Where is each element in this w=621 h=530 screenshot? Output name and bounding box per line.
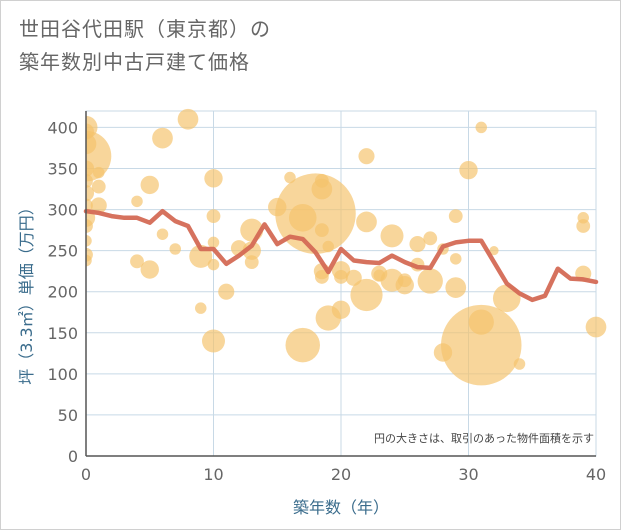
data-bubble xyxy=(358,148,375,165)
data-bubble xyxy=(314,270,329,284)
x-tick-label: 30 xyxy=(458,465,478,484)
data-bubble xyxy=(448,209,463,224)
data-bubble xyxy=(244,255,259,270)
data-bubble xyxy=(130,254,144,269)
data-bubble xyxy=(350,278,383,312)
data-bubble xyxy=(204,169,223,188)
data-bubble xyxy=(513,358,526,370)
data-bubble xyxy=(275,173,356,254)
y-axis-title: 坪（3.3㎡）単価（万円） xyxy=(17,199,36,384)
x-tick-label: 20 xyxy=(331,465,351,484)
data-bubble xyxy=(380,224,404,248)
data-bubble xyxy=(242,241,261,260)
data-bubble xyxy=(86,254,92,267)
chart-title-line2: 築年数別中古戸建て価格 xyxy=(19,50,250,74)
data-bubble xyxy=(423,231,438,246)
data-bubble xyxy=(331,300,351,319)
data-bubble xyxy=(140,175,159,195)
data-bubble xyxy=(152,127,173,149)
trend-line-layer xyxy=(83,208,599,303)
data-bubble xyxy=(450,253,462,265)
data-bubble xyxy=(576,219,591,233)
data-bubble xyxy=(311,178,333,200)
data-bubble xyxy=(93,166,105,179)
data-bubble xyxy=(156,228,169,240)
data-bubble xyxy=(131,195,143,208)
data-bubble xyxy=(585,316,607,338)
y-tick-label: 100 xyxy=(47,365,78,384)
chart-title: 世田谷代田駅（東京都）の 築年数別中古戸建て価格 xyxy=(19,13,271,79)
data-bubble xyxy=(206,209,221,224)
data-bubble xyxy=(459,160,478,180)
x-tick-label: 40 xyxy=(586,465,606,484)
trend-line xyxy=(83,208,599,303)
data-bubble xyxy=(218,283,235,300)
data-bubble xyxy=(202,329,225,353)
x-axis-title: 築年数（年） xyxy=(293,498,389,517)
y-tick-label: 250 xyxy=(47,242,78,261)
data-bubble xyxy=(314,223,329,238)
y-tick-label: 350 xyxy=(47,160,78,179)
data-bubble xyxy=(91,179,106,194)
data-bubble xyxy=(489,246,499,256)
data-bubble xyxy=(177,108,199,130)
data-bubble xyxy=(86,219,93,233)
data-bubble xyxy=(86,160,95,177)
data-bubble xyxy=(90,197,107,214)
data-bubble xyxy=(475,121,487,134)
y-tick-label: 200 xyxy=(47,283,78,302)
data-bubble xyxy=(195,302,207,314)
data-bubble xyxy=(445,277,467,298)
bubble-layer xyxy=(86,108,607,386)
chart-title-line1: 世田谷代田駅（東京都）の xyxy=(19,17,271,41)
y-tick-label: 150 xyxy=(47,324,78,343)
data-bubble xyxy=(207,236,220,249)
data-bubble xyxy=(285,327,320,363)
data-bubble xyxy=(207,258,220,271)
data-bubble xyxy=(86,235,92,247)
data-bubble xyxy=(397,273,412,288)
data-bubble xyxy=(140,260,159,279)
y-tick-label: 400 xyxy=(47,118,78,137)
y-tick-label: 0 xyxy=(68,447,78,466)
data-bubble xyxy=(409,236,426,253)
y-tick-label: 300 xyxy=(47,201,78,220)
data-bubble xyxy=(322,240,334,253)
data-bubble xyxy=(86,173,93,188)
data-bubble xyxy=(86,185,95,202)
data-bubble xyxy=(441,304,522,386)
x-tick-label: 0 xyxy=(81,465,91,484)
y-tick-label: 50 xyxy=(58,406,78,425)
tick-labels: 0 50 100 150 200 250 300 350 400 0 10 20 30 40 xyxy=(47,118,606,484)
data-bubble xyxy=(356,211,377,233)
data-bubble xyxy=(417,268,443,294)
bubble-size-note: 円の大きさは、取引のあった物件面積を示す xyxy=(374,431,594,445)
axes xyxy=(85,111,596,457)
data-bubble xyxy=(334,270,348,284)
data-bubble xyxy=(169,243,181,255)
x-tick-label: 10 xyxy=(203,465,223,484)
